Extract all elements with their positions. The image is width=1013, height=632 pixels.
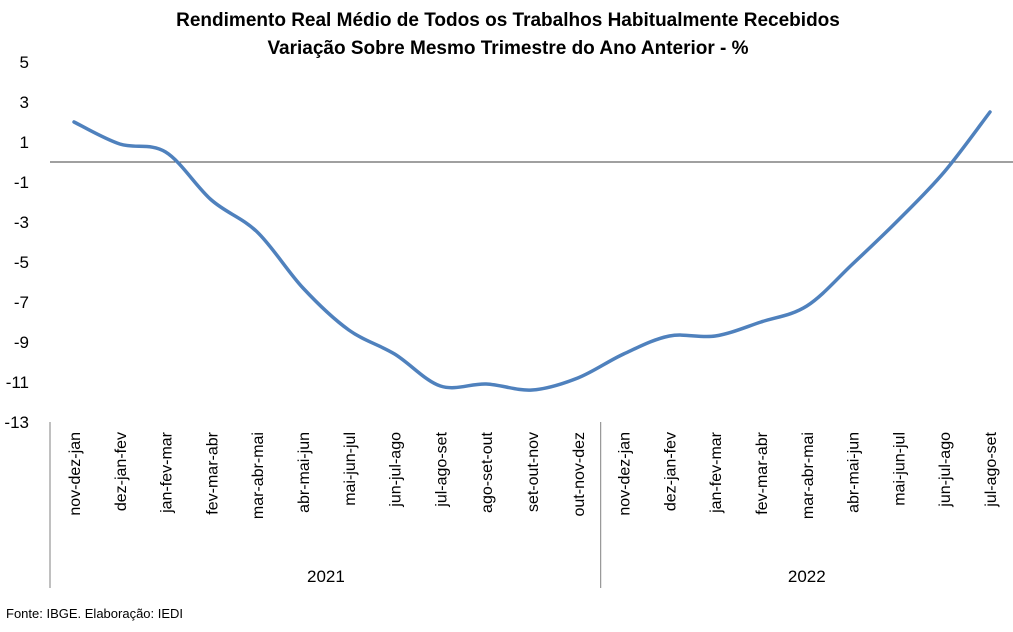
data-point <box>896 218 900 222</box>
data-point <box>209 198 213 202</box>
source-note: Fonte: IBGE. Elaboração: IEDI <box>6 606 184 621</box>
data-point <box>576 376 580 380</box>
chart-subtitle: Variação Sobre Mesmo Trimestre do Ano An… <box>267 38 748 59</box>
x-tick-label: ago-set-out <box>479 431 496 512</box>
chart-title: Rendimento Real Médio de Todos os Trabal… <box>176 10 840 31</box>
x-tick-label: out-nov-dez <box>571 432 588 517</box>
data-point <box>72 120 76 124</box>
data-point <box>301 286 305 290</box>
x-tick-label: jun-jul-ago <box>937 432 954 508</box>
x-tick-label: mar-abr-mai <box>250 432 267 519</box>
x-tick-label: dez-jan-fev <box>662 432 679 511</box>
x-tick-label: jun-jul-ago <box>388 432 405 508</box>
x-tick-label: mai-jun-jul <box>342 432 359 506</box>
x-tick-label: jan-fev-mar <box>159 431 176 514</box>
y-tick-label: -13 <box>4 413 29 432</box>
y-axis: 5 3 1 -1 -3 -5 -7 -9 -11 -13 <box>4 53 29 432</box>
x-tick-label: mar-abr-mai <box>800 432 817 519</box>
x-axis: 2021 2022 nov-dez-jan dez-jan-fev jan-fev-ma… <box>49 422 1000 588</box>
y-tick-label: 1 <box>20 133 29 152</box>
data-point <box>713 334 717 338</box>
data-point <box>988 110 992 114</box>
line-chart: Rendimento Real Médio de Todos os Trabal… <box>4 10 1013 588</box>
year-label: 2022 <box>788 567 826 586</box>
y-tick-label: -5 <box>14 253 29 272</box>
data-point <box>347 328 351 332</box>
y-tick-label: -7 <box>14 293 29 312</box>
series-line <box>72 110 992 392</box>
x-tick-label: jul-ago-set <box>433 431 450 507</box>
y-tick-label: 3 <box>20 93 29 112</box>
data-point <box>484 382 488 386</box>
x-tick-label: abr-mai-jun <box>846 432 863 513</box>
data-point <box>393 352 397 356</box>
data-point <box>118 142 122 146</box>
x-tick-label: jul-ago-set <box>983 431 1000 507</box>
data-point <box>164 150 168 154</box>
x-tick-label: fev-mar-abr <box>754 431 771 514</box>
data-point <box>622 352 626 356</box>
data-point <box>255 230 259 234</box>
data-point <box>851 262 855 266</box>
x-tick-label: nov-dez-jan <box>617 432 634 516</box>
x-tick-label: jan-fev-mar <box>708 431 725 514</box>
x-tick-label: dez-jan-fev <box>113 432 130 511</box>
year-label: 2021 <box>307 567 345 586</box>
plot-area <box>72 110 992 392</box>
y-tick-label: -9 <box>14 333 29 352</box>
x-tick-label: nov-dez-jan <box>67 432 84 516</box>
x-tick-label: fev-mar-abr <box>204 431 221 514</box>
y-tick-label: -3 <box>14 213 29 232</box>
y-tick-label: -11 <box>6 373 29 392</box>
data-point <box>805 304 809 308</box>
data-point <box>667 334 671 338</box>
data-point <box>759 320 763 324</box>
data-point <box>438 384 442 388</box>
data-point <box>942 170 946 174</box>
x-tick-label: set-out-nov <box>525 432 542 512</box>
y-tick-label: 5 <box>20 53 29 72</box>
y-tick-label: -1 <box>14 173 29 192</box>
x-tick-label: abr-mai-jun <box>296 432 313 513</box>
x-tick-label: mai-jun-jul <box>891 432 908 506</box>
data-point <box>530 388 534 392</box>
